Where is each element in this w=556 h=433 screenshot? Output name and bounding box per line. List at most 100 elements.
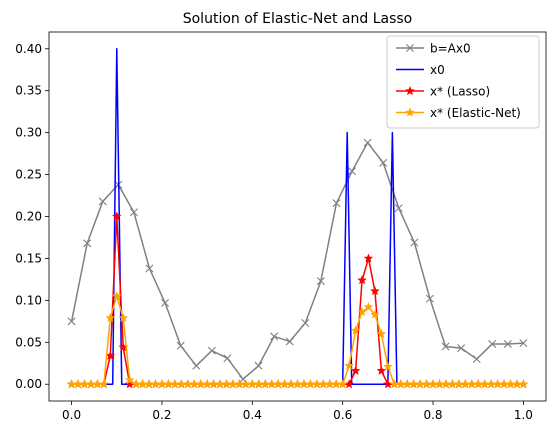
data-point [332,199,341,208]
x-tick-label: 0.2 [152,408,171,422]
legend-label: x* (Elastic-Net) [430,106,521,120]
data-point [79,379,90,389]
data-point [318,379,329,389]
data-point [348,167,357,176]
data-point [73,379,83,389]
chart-title: Solution of Elastic-Net and Lasso [183,11,413,27]
legend-marker [406,44,414,52]
data-point [118,312,128,323]
data-point [394,204,403,213]
data-point [202,379,212,389]
y-tick-label: 0.05 [15,335,42,349]
data-point [183,379,193,389]
legend-entry: x0 [396,63,445,77]
y-tick-label: 0.10 [15,293,42,307]
data-point [66,379,77,389]
series-line [71,295,524,385]
data-point [486,379,496,389]
data-point [350,365,361,375]
data-point [344,360,354,370]
data-point [137,379,148,389]
y-tick-label: 0.35 [15,84,42,98]
x-tick-label: 1.0 [514,408,533,422]
data-point [299,379,309,389]
data-point [434,379,445,389]
data-point [292,379,303,389]
data-point [441,379,451,389]
data-point [479,379,490,389]
x-axis: 0.0 0.2 0.4 0.6 0.8 1.0 [62,401,533,422]
x-tick-label: 0.0 [62,408,81,422]
legend-marker [405,86,415,96]
x-tick-label: 0.4 [243,408,262,422]
data-point [441,342,450,351]
data-point [383,361,393,371]
data-point [234,379,245,389]
data-point [285,337,294,346]
data-point [492,379,503,389]
data-point [402,379,412,389]
data-point [415,379,425,389]
data-point [157,379,167,389]
data-point [512,379,522,389]
data-point [83,239,92,248]
data-point [192,361,201,370]
legend-label: x0 [430,63,445,77]
data-point [519,339,528,348]
y-tick-label: 0.15 [15,251,42,265]
data-point [98,197,107,206]
data-point [150,379,161,389]
data-point [488,339,497,348]
data-point [131,379,141,389]
data-point [221,379,232,389]
data-point [499,379,509,389]
data-point [370,286,380,296]
data-point [247,379,258,389]
series-3 [66,291,529,389]
data-point [447,379,458,389]
data-point [266,379,277,389]
data-point [112,291,122,301]
data-point [376,328,387,338]
data-point [270,332,279,341]
data-point [273,379,283,389]
data-point [472,355,481,364]
data-point [518,379,529,389]
series-0 [67,138,528,384]
data-point [144,379,154,389]
data-point [176,341,185,350]
data-point [428,379,438,389]
data-point [454,379,464,389]
data-point [124,375,135,385]
data-point [312,379,322,389]
y-tick-label: 0.30 [15,126,42,140]
data-point [208,379,219,389]
data-point [421,379,432,389]
y-tick-label: 0.40 [15,42,42,56]
data-point [370,309,380,319]
data-point [145,264,154,273]
legend-entry: x* (Lasso) [396,85,490,99]
x-tick-label: 0.6 [333,408,352,422]
data-point [67,317,76,326]
data-point [170,379,180,389]
data-point [396,379,406,389]
legend-marker [405,107,415,117]
data-point [112,211,122,221]
data-point [241,379,251,389]
data-point [86,379,96,389]
legend-entry: b=Ax0 [396,42,471,56]
data-point [223,354,232,363]
legend-label: x* (Lasso) [430,85,490,99]
data-point [305,379,316,389]
data-point [410,238,419,247]
data-point [363,302,374,312]
data-point [301,319,310,327]
data-point [316,277,325,286]
data-point [467,379,477,389]
data-point [363,138,372,147]
y-tick-label: 0.00 [15,377,42,391]
x-tick-label: 0.8 [423,408,442,422]
y-tick-label: 0.25 [15,168,42,182]
data-point [260,379,270,389]
